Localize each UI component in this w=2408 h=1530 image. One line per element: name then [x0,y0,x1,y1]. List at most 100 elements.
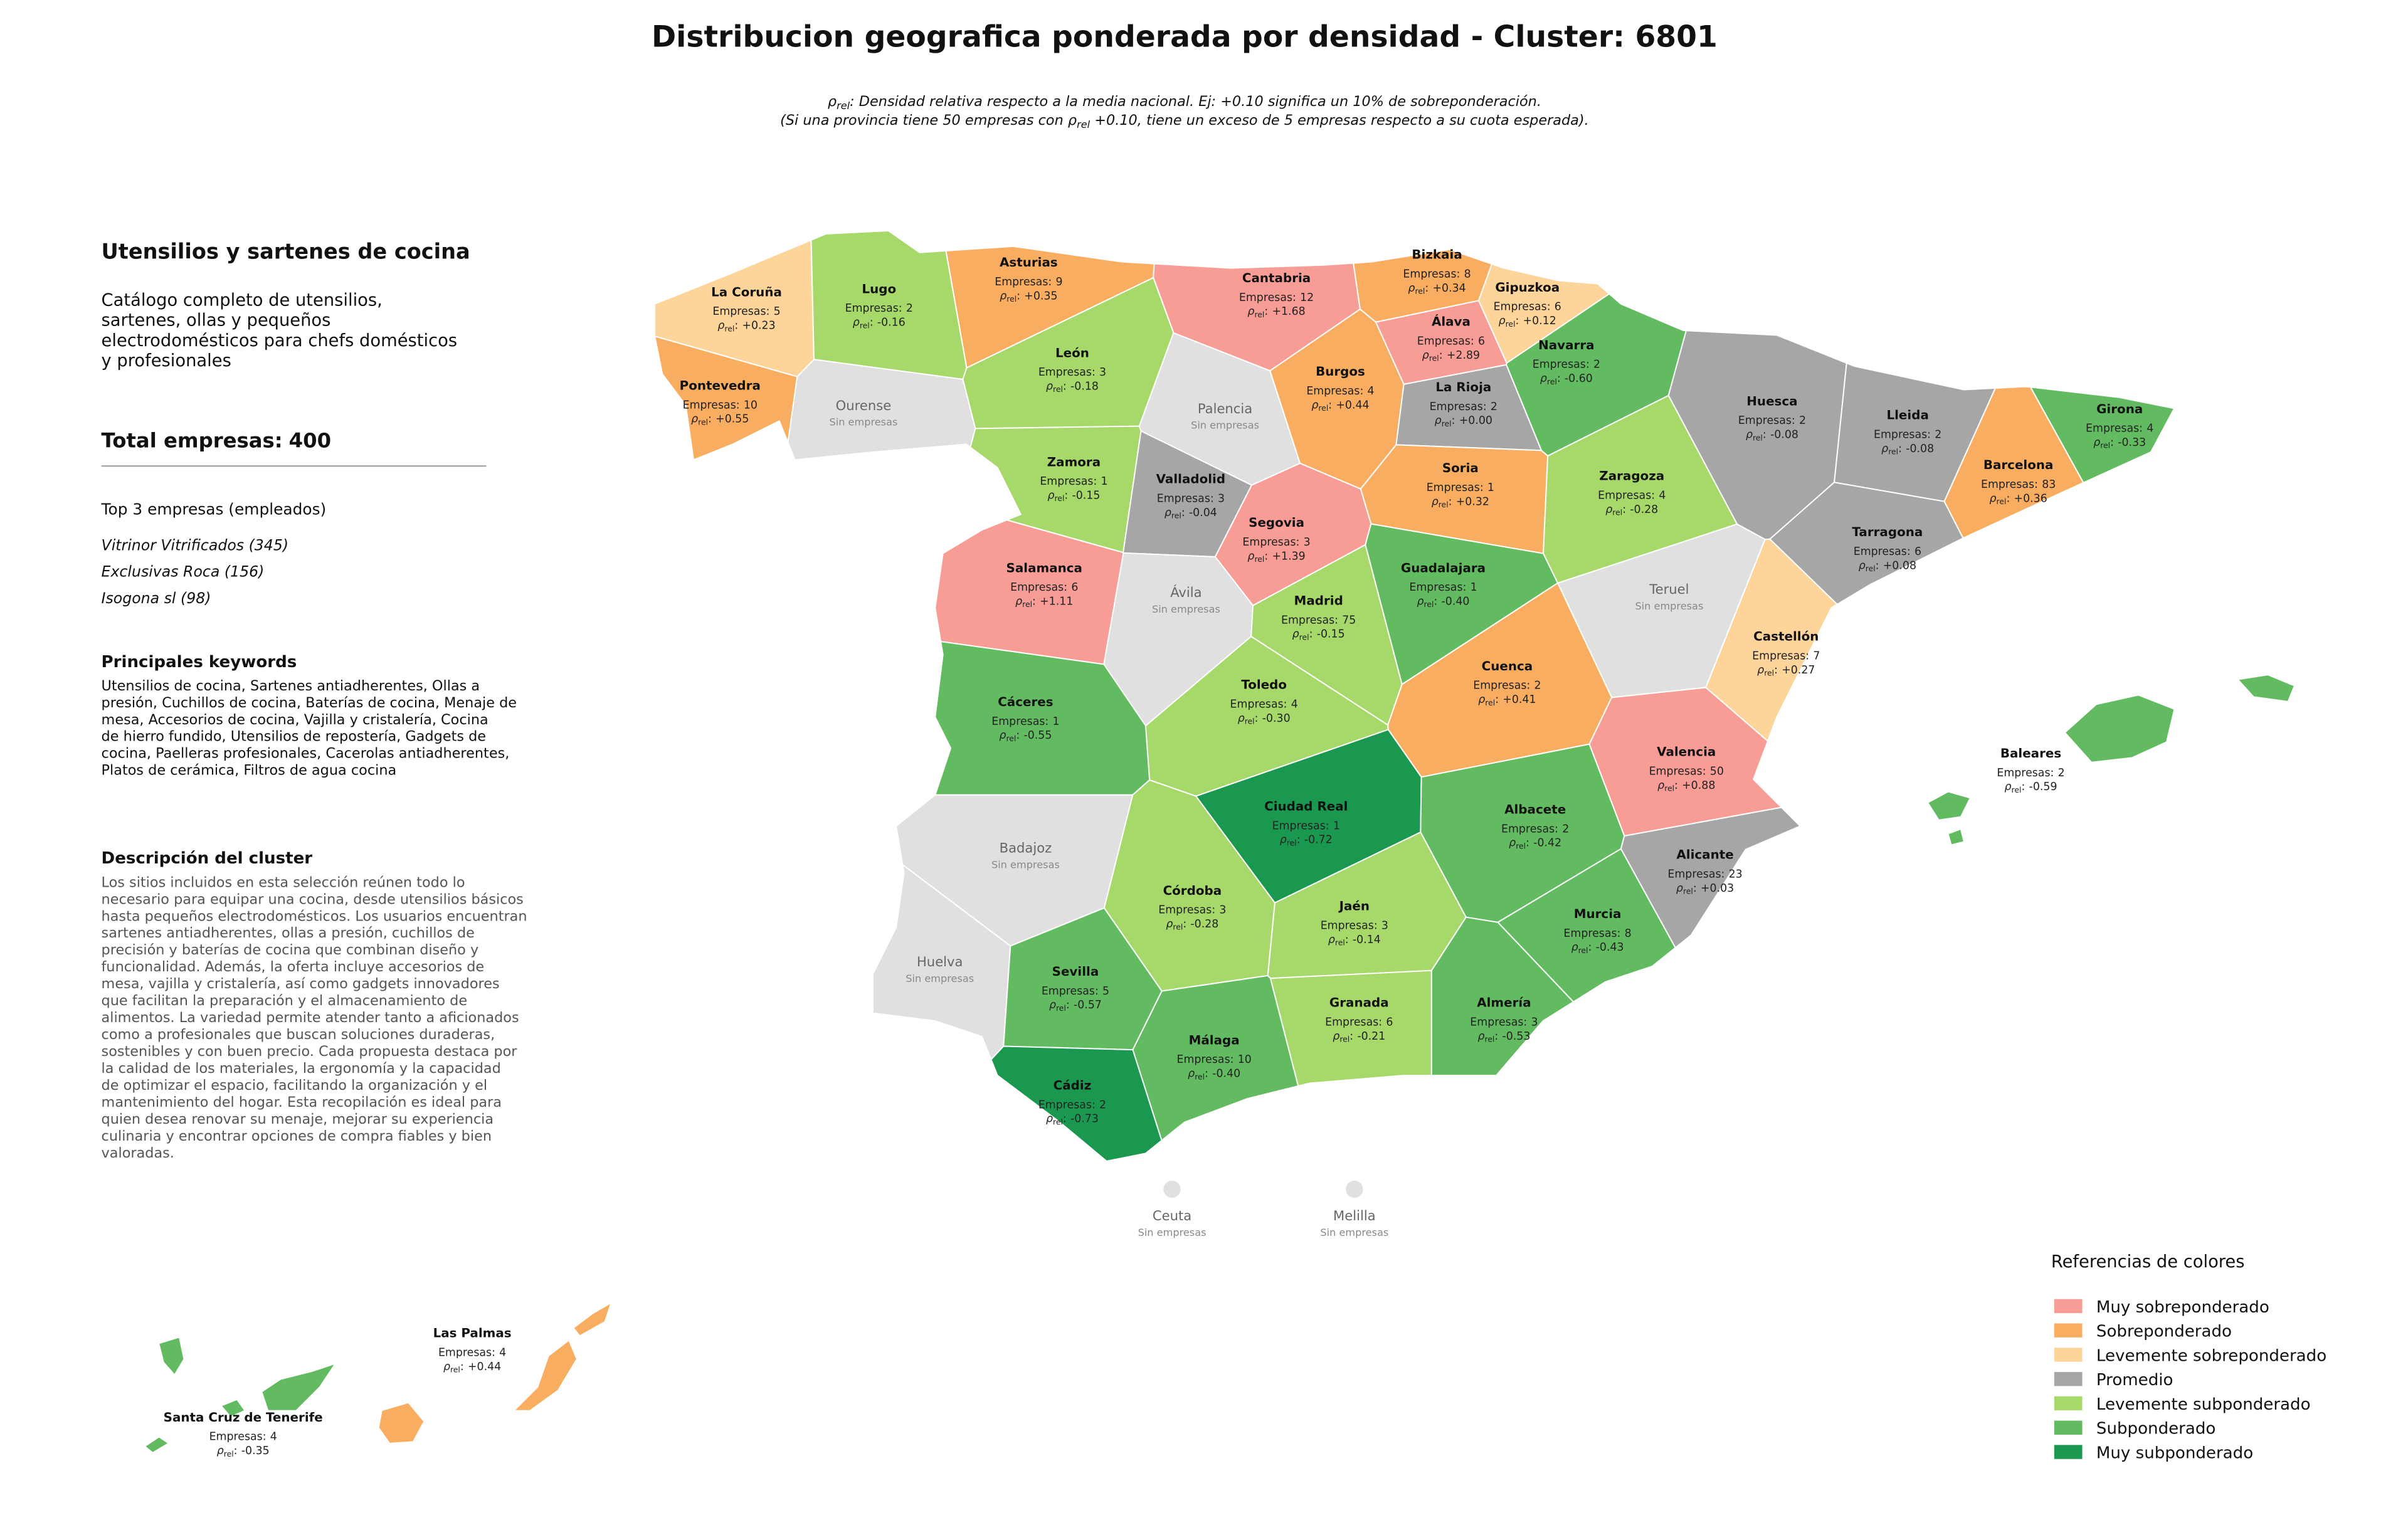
legend-label: Muy subponderado [2096,1444,2253,1463]
count-value: 5 [1102,985,1109,998]
total: Total empresas: 400 [102,428,332,452]
count-prefix: Empresas: [1417,335,1474,347]
province-name: Melilla [1333,1208,1376,1223]
count-value: 6 [1478,335,1485,347]
count-value: 4 [499,1346,506,1359]
legend-label: Subponderado [2096,1420,2215,1438]
province-name: Cuenca [1482,659,1533,673]
rho-sep: : [1345,934,1349,946]
rho-value: +2.89 [1447,349,1480,362]
rho-symbol: ρ [1432,495,1439,508]
rho-symbol: ρ [1188,1068,1195,1080]
province-rho: ρrel: +0.88 [1657,779,1715,793]
top-company: Exclusivas Roca (156) [102,563,265,581]
count-prefix: Empresas: [1230,699,1287,711]
cluster-line: que facilitan la preparación y el almace… [102,993,468,1009]
rho-sub: rel [1997,497,2007,506]
province-count: Empresas: 4 [209,1431,277,1443]
province-count: Empresas: 10 [683,399,758,411]
rho-sub: rel [1484,1035,1494,1044]
province-count: Empresas: 2 [1501,823,1569,835]
rho-sub: rel [698,417,708,426]
rho-sub: rel [1053,384,1063,394]
province-name: Lugo [862,282,896,296]
count-prefix: Empresas: [438,1346,495,1359]
province-name: La Rioja [1435,380,1491,394]
rho-value: +0.03 [1701,882,1734,895]
province-rho: ρrel: +0.03 [1676,882,1734,896]
province-name: Baleares [2000,746,2061,761]
rho-sep: : [1183,918,1186,931]
province-name: Málaga [1189,1033,1240,1047]
count-value: 2 [1935,429,1941,441]
province-rho: ρrel: +2.89 [1422,349,1480,363]
rho-sub: rel [2012,785,2022,794]
province-name: Ceuta [1153,1208,1191,1223]
province-name: Girona [2096,402,2143,416]
province-name: Badajoz [1000,840,1052,856]
rho-sub: rel [1022,599,1032,609]
province-count: Empresas: 1 [1427,482,1494,494]
province-name: Palencia [1198,401,1252,416]
rho-sub: rel [1006,734,1016,743]
count-value: 8 [1464,268,1471,281]
rho-sep: : [1328,399,1332,411]
rho-sub: rel [1415,287,1425,296]
province-rho: ρrel: -0.59 [2005,781,2057,794]
rho-sep: : [1763,429,1766,441]
rho-value: -0.73 [1070,1113,1099,1126]
rho-sub: rel [1439,500,1449,509]
rho-sep: : [1693,882,1697,895]
title: Distribucion geografica ponderada por de… [652,20,1718,55]
count-value: 1 [1487,482,1494,494]
rho-sep: : [1309,628,1313,641]
province-rho: ρrel: -0.08 [1881,443,1934,456]
island [2237,674,2295,702]
count-value: 2 [1534,680,1541,692]
province-count: Empresas: 12 [1239,292,1314,304]
rho-symbol: ρ [1247,550,1254,562]
count-value: 3 [1219,904,1226,917]
rho-symbol: ρ [1047,489,1054,502]
province-name: Soria [1442,461,1479,475]
rho-sep: : [2110,436,2114,449]
top-company: Vitrinor Vitrificados (345) [102,536,289,554]
rho-value: +0.27 [1782,664,1815,677]
province-rho: ρrel: -0.73 [1046,1113,1099,1127]
province-name: Castellón [1753,630,1819,644]
rho-sep: : [1063,380,1067,393]
rho-value: +1.68 [1272,305,1305,318]
province-count: Empresas: 1 [1272,820,1340,832]
rho-symbol: ρ [1477,1030,1484,1043]
province-count: Empresas: 3 [1321,919,1388,932]
rho-symbol: ρ [691,413,698,426]
province-name: Salamanca [1006,561,1082,575]
province-rho: ρrel: -0.53 [1477,1030,1530,1044]
rho-sep: : [1032,595,1036,608]
province-name: La Coruña [711,285,782,299]
province-name: Granada [1329,996,1389,1010]
province-rho: ρrel: -0.15 [1292,628,1345,642]
rho-sub: rel [1664,783,1674,793]
cluster-line: la calidad de los materiales, la ergonom… [102,1060,501,1077]
legend-swatch [2054,1323,2083,1337]
count-value: 2 [1562,823,1569,835]
cluster-line: sartenes antiadherentes, ollas a presión… [102,925,475,941]
province-rho: ρrel: -0.42 [1509,837,1561,851]
count-value: 3 [1531,1016,1538,1029]
count-prefix: Empresas: [683,399,740,411]
legend-swatch [2054,1372,2083,1386]
legend-swatch [2054,1348,2083,1362]
rho-symbol: ρ [1328,934,1335,946]
no-data-label: Sin empresas [1191,419,1259,431]
rho-value: -0.35 [241,1445,270,1457]
province-rho: ρrel: +1.39 [1247,550,1305,564]
count-prefix: Empresas: [1176,1053,1233,1066]
rho-value: -0.14 [1353,934,1381,946]
province-count: Empresas: 9 [995,276,1062,288]
rho-symbol: ρ [853,317,860,329]
count-prefix: Empresas: [1533,359,1590,371]
rho-sep: : [234,1445,238,1457]
count-prefix: Empresas: [209,1431,267,1443]
province-name: Ávila [1170,584,1201,600]
